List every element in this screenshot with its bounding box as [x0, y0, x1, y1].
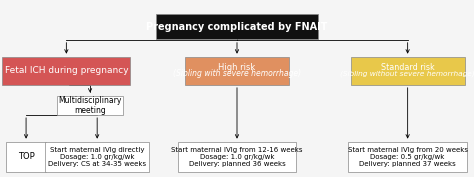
- FancyBboxPatch shape: [2, 57, 130, 85]
- Text: (Sibling with severe hemorrhage): (Sibling with severe hemorrhage): [173, 69, 301, 78]
- Text: (Sibling without severe hemorrhage): (Sibling without severe hemorrhage): [340, 70, 474, 77]
- FancyBboxPatch shape: [351, 57, 465, 85]
- FancyBboxPatch shape: [348, 142, 467, 172]
- Text: Standard risk: Standard risk: [381, 63, 435, 72]
- FancyBboxPatch shape: [178, 142, 296, 172]
- Text: Pregnancy complicated by FNAIT: Pregnancy complicated by FNAIT: [146, 22, 328, 32]
- Text: Fetal ICH during pregnancy: Fetal ICH during pregnancy: [5, 66, 128, 75]
- FancyBboxPatch shape: [185, 57, 289, 85]
- FancyBboxPatch shape: [57, 96, 123, 115]
- Text: Start maternal IVIg from 20 weeks
Dosage: 0.5 gr/kg/wk
Delivery: planned 37 week: Start maternal IVIg from 20 weeks Dosage…: [347, 147, 468, 167]
- Text: High risk: High risk: [219, 63, 255, 72]
- Text: Start maternal IVIg directly
Dosage: 1.0 gr/kg/wk
Delivery: CS at 34-35 weeks: Start maternal IVIg directly Dosage: 1.0…: [48, 147, 146, 167]
- FancyBboxPatch shape: [156, 14, 318, 39]
- Text: Start maternal IVIg from 12-16 weeks
Dosage: 1.0 gr/kg/wk
Delivery: planned 36 w: Start maternal IVIg from 12-16 weeks Dos…: [171, 147, 303, 167]
- Text: Multidisciplinary
meeting: Multidisciplinary meeting: [58, 96, 122, 115]
- FancyBboxPatch shape: [6, 142, 46, 172]
- FancyBboxPatch shape: [45, 142, 149, 172]
- Text: TOP: TOP: [18, 152, 35, 161]
